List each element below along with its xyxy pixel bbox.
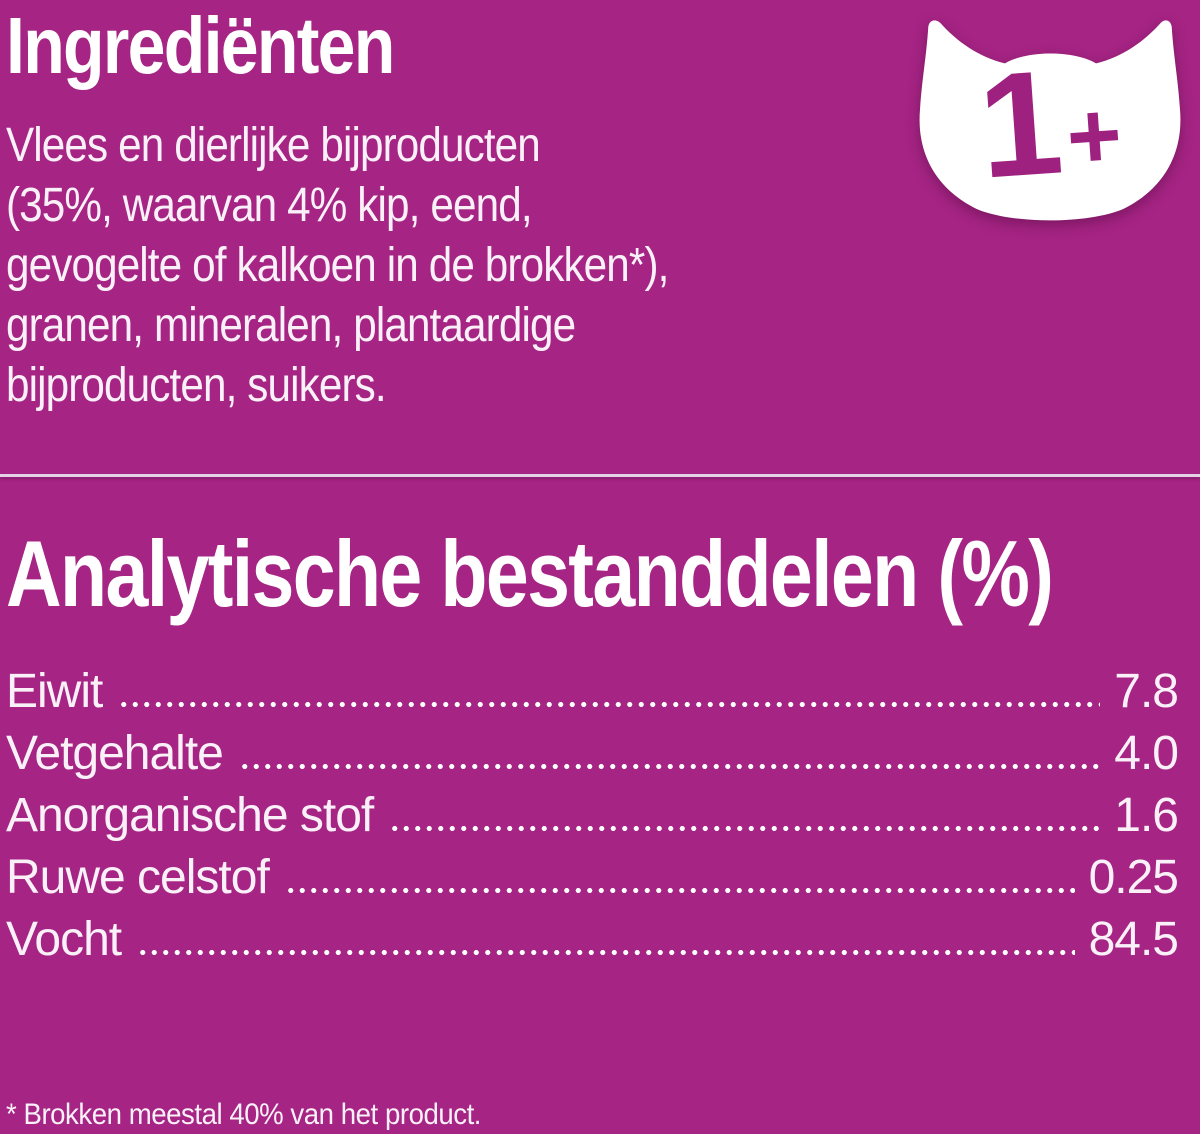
analysis-row-label: Anorganische stof bbox=[6, 788, 374, 842]
section-divider bbox=[0, 474, 1200, 477]
analysis-table: Eiwit 7.8 Vetgehalte 4.0 Anorganische st… bbox=[0, 655, 1200, 965]
analysis-row-value: 84.5 bbox=[1088, 912, 1179, 966]
analysis-row-value: 4.0 bbox=[1114, 726, 1179, 780]
ingredients-title: Ingrediënten bbox=[6, 1, 395, 90]
label-panel: Ingrediënten Vlees en dierlijke bijprodu… bbox=[0, 6, 1200, 1134]
analysis-row-label: Eiwit bbox=[6, 664, 103, 718]
age-badge-number: 1 bbox=[973, 39, 1068, 210]
dotted-leader bbox=[238, 763, 1101, 770]
dotted-leader bbox=[118, 701, 1101, 708]
analysis-row: Anorganische stof 1.6 bbox=[0, 779, 1200, 841]
analysis-title: Analytische bestanddelen (%) bbox=[6, 521, 1054, 626]
age-badge-plus: + bbox=[1063, 81, 1126, 190]
dotted-leader bbox=[137, 949, 1075, 956]
age-badge-label: 1 + bbox=[909, 3, 1192, 243]
ingredients-line: gevogelte of kalkoen in de brokken*), bbox=[6, 239, 669, 292]
dotted-leader bbox=[284, 887, 1075, 894]
analysis-row-label: Vetgehalte bbox=[6, 726, 224, 780]
analysis-row-label: Ruwe celstof bbox=[6, 850, 270, 904]
analysis-row: Eiwit 7.8 bbox=[0, 655, 1200, 717]
analysis-row-label: Vocht bbox=[6, 912, 122, 966]
ingredients-text: Vlees en dierlijke bijproducten (35%, wa… bbox=[6, 116, 1200, 416]
ingredients-line: bijproducten, suikers. bbox=[6, 359, 387, 412]
analysis-row-value: 0.25 bbox=[1088, 850, 1179, 904]
analysis-row-value: 7.8 bbox=[1114, 664, 1179, 718]
ingredients-line: Vlees en dierlijke bijproducten bbox=[6, 119, 541, 172]
analysis-row-value: 1.6 bbox=[1114, 788, 1179, 842]
dotted-leader bbox=[389, 825, 1101, 832]
ingredients-line: granen, mineralen, plantaardige bbox=[6, 299, 576, 352]
analysis-row: Vocht 84.5 bbox=[0, 903, 1200, 965]
ingredients-line: (35%, waarvan 4% kip, eend, bbox=[6, 179, 533, 232]
analysis-row: Vetgehalte 4.0 bbox=[0, 717, 1200, 779]
footnote: * Brokken meestal 40% van het product. bbox=[6, 1098, 482, 1131]
analysis-row: Ruwe celstof 0.25 bbox=[0, 841, 1200, 903]
age-badge: 1 + bbox=[916, 12, 1184, 234]
